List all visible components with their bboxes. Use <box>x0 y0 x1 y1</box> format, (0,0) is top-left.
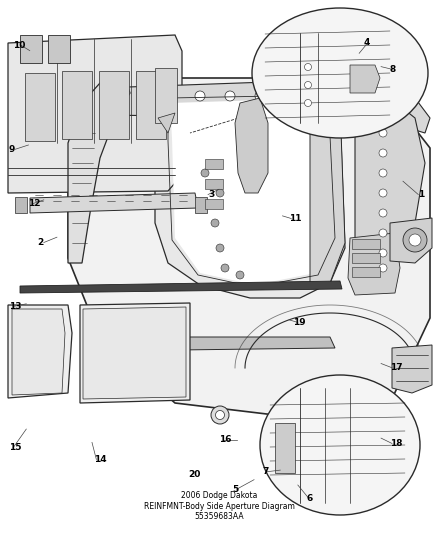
Polygon shape <box>392 345 432 393</box>
Polygon shape <box>275 423 295 473</box>
Circle shape <box>315 91 325 101</box>
Text: 10: 10 <box>13 41 25 50</box>
Polygon shape <box>350 65 380 93</box>
Polygon shape <box>20 281 342 293</box>
Bar <box>352 267 380 277</box>
Text: 1: 1 <box>418 190 424 199</box>
Bar <box>25 73 55 141</box>
Circle shape <box>379 129 387 137</box>
Text: 13: 13 <box>9 302 21 311</box>
Circle shape <box>195 91 205 101</box>
Circle shape <box>304 63 311 70</box>
Bar <box>352 239 380 249</box>
Bar <box>352 253 380 263</box>
Ellipse shape <box>252 8 428 138</box>
Bar <box>99 71 129 139</box>
Bar <box>205 179 223 189</box>
Circle shape <box>379 209 387 217</box>
Circle shape <box>379 229 387 237</box>
Text: 17: 17 <box>390 364 403 372</box>
Polygon shape <box>135 83 345 298</box>
Circle shape <box>211 406 229 424</box>
Circle shape <box>140 91 150 101</box>
Text: 7: 7 <box>263 467 269 476</box>
Bar <box>205 199 223 209</box>
Text: 12: 12 <box>28 199 41 208</box>
Circle shape <box>403 228 427 252</box>
Circle shape <box>225 91 235 101</box>
Bar <box>195 197 207 213</box>
Circle shape <box>379 109 387 117</box>
Circle shape <box>165 91 175 101</box>
Polygon shape <box>68 78 130 263</box>
Bar <box>62 71 92 139</box>
Text: 9: 9 <box>9 145 15 154</box>
Polygon shape <box>100 337 335 351</box>
Circle shape <box>201 169 209 177</box>
Text: 6: 6 <box>307 494 313 503</box>
Circle shape <box>215 410 225 419</box>
Circle shape <box>211 219 219 227</box>
Circle shape <box>304 82 311 88</box>
Bar <box>48 35 70 63</box>
Bar <box>15 197 27 213</box>
Circle shape <box>379 189 387 197</box>
Circle shape <box>285 91 295 101</box>
Text: 5: 5 <box>232 485 238 494</box>
Circle shape <box>345 91 355 101</box>
Circle shape <box>236 271 244 279</box>
Text: 15: 15 <box>9 443 21 452</box>
Polygon shape <box>355 98 425 283</box>
Circle shape <box>221 264 229 272</box>
Circle shape <box>379 149 387 157</box>
Ellipse shape <box>260 375 420 515</box>
Circle shape <box>379 169 387 177</box>
Polygon shape <box>390 218 432 263</box>
Text: 3: 3 <box>208 190 214 199</box>
Circle shape <box>304 100 311 107</box>
Text: 4: 4 <box>364 38 370 47</box>
Circle shape <box>409 234 421 246</box>
Circle shape <box>379 249 387 257</box>
Polygon shape <box>83 307 186 399</box>
Text: 16: 16 <box>219 435 232 444</box>
Text: 11: 11 <box>289 214 302 223</box>
Text: 14: 14 <box>94 455 107 464</box>
Polygon shape <box>68 78 430 418</box>
Text: 2006 Dodge Dakota
REINFMNT-Body Side Aperture Diagram
55359683AA: 2006 Dodge Dakota REINFMNT-Body Side Ape… <box>144 491 294 521</box>
Circle shape <box>115 91 125 101</box>
Circle shape <box>216 189 224 197</box>
Text: 2: 2 <box>37 238 43 247</box>
Polygon shape <box>12 309 65 395</box>
Polygon shape <box>82 78 430 133</box>
Circle shape <box>216 244 224 252</box>
Text: 18: 18 <box>390 439 403 448</box>
Polygon shape <box>30 193 198 213</box>
Circle shape <box>379 264 387 272</box>
Circle shape <box>255 91 265 101</box>
Polygon shape <box>310 88 345 283</box>
Text: 8: 8 <box>390 65 396 74</box>
Text: 20: 20 <box>188 470 201 479</box>
Polygon shape <box>80 303 190 403</box>
Polygon shape <box>170 98 330 285</box>
Text: 19: 19 <box>293 318 306 327</box>
Polygon shape <box>348 233 400 295</box>
Polygon shape <box>158 113 175 133</box>
Polygon shape <box>8 35 182 193</box>
Polygon shape <box>8 305 72 398</box>
Bar <box>205 159 223 169</box>
Bar <box>136 71 166 139</box>
Bar <box>155 68 177 123</box>
Polygon shape <box>235 98 268 193</box>
Bar <box>20 35 42 63</box>
